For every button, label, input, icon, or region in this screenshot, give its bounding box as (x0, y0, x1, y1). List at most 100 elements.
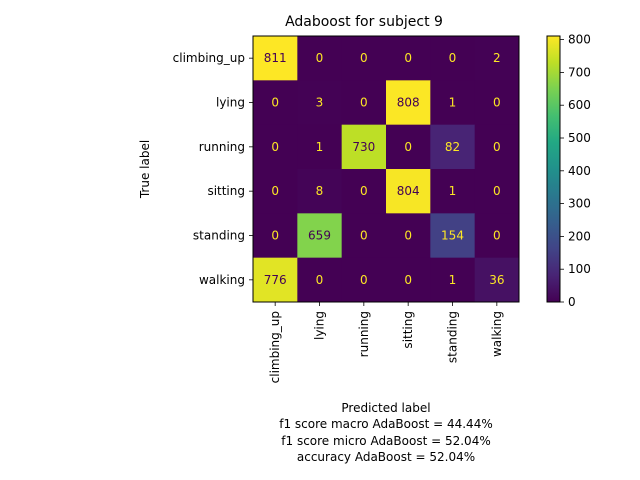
cell-value: 1 (449, 96, 457, 110)
heatmap-cell (386, 124, 431, 170)
y-tick-label: walking (199, 273, 245, 287)
heatmap-cell (474, 169, 520, 214)
y-tick-label: standing (193, 229, 245, 243)
cell-value: 1 (449, 184, 457, 198)
cell-value: 2 (493, 51, 501, 65)
cell-value: 0 (316, 273, 324, 287)
cell-value: 36 (489, 273, 504, 287)
heatmap-cell (430, 80, 476, 126)
heatmap-cell (474, 80, 520, 126)
heatmap-cell (430, 169, 476, 214)
x-tick-label: walking (490, 311, 504, 357)
f1-micro-note: f1 score micro AdaBoost = 52.04% (281, 434, 490, 448)
heatmap-cell (430, 257, 476, 303)
heatmap-cell (253, 36, 298, 81)
heatmap-cell (474, 213, 520, 259)
colorbar-tick-label: 500 (568, 131, 591, 145)
heatmap-cell (297, 169, 343, 214)
y-tick-label: climbing_up (173, 51, 245, 65)
cell-value: 0 (404, 273, 412, 287)
y-axis-label: True label (138, 140, 152, 199)
x-tick-label: running (357, 311, 371, 357)
cell-value: 0 (360, 229, 368, 243)
heatmap-cell (253, 80, 298, 126)
heatmap-cell (297, 36, 343, 81)
cell-value: 0 (360, 96, 368, 110)
heatmap-cell (297, 257, 343, 303)
cell-value: 8 (316, 184, 324, 198)
cell-value: 0 (360, 273, 368, 287)
y-tick-label: lying (216, 96, 245, 110)
cell-value: 0 (404, 51, 412, 65)
plot-frame (252, 35, 520, 303)
cell-value: 82 (445, 140, 460, 154)
cell-value: 0 (316, 51, 324, 65)
heatmap-cell (253, 124, 298, 170)
cell-value: 808 (397, 96, 420, 110)
f1-macro-note: f1 score macro AdaBoost = 44.44% (279, 417, 492, 431)
heatmap-cell (297, 124, 343, 170)
x-tick-label: climbing_up (268, 311, 282, 383)
x-tick-label: sitting (401, 311, 415, 349)
colorbar-tick-label: 400 (568, 164, 591, 178)
chart-title: Adaboost for subject 9 (285, 14, 443, 30)
cell-value: 0 (493, 96, 501, 110)
heatmap-cell (341, 124, 387, 170)
colorbar-tick-label: 0 (568, 295, 576, 309)
cell-value-labels: 811 0 0 0 0 2 0 3 0 808 1 0 0 1 730 0 82 0 0 8 0 804 1 0 0 659 0 0 1… (264, 51, 505, 287)
cell-value: 0 (360, 184, 368, 198)
heatmap-cell (253, 169, 298, 214)
heatmap-cell (474, 257, 520, 303)
heatmap-cell (253, 257, 298, 303)
x-tick-labels: climbing_up lying running sitting standing wa… (268, 302, 504, 383)
heatmap-cell (253, 213, 298, 259)
cell-value: 0 (271, 140, 279, 154)
heatmap-cell (341, 80, 387, 126)
cell-value: 0 (360, 51, 368, 65)
cell-value: 0 (271, 229, 279, 243)
cell-value: 659 (308, 229, 331, 243)
cell-value: 0 (493, 184, 501, 198)
heatmap-cell (386, 213, 431, 259)
cell-value: 0 (493, 229, 501, 243)
colorbar-tick-label: 600 (568, 98, 591, 112)
cell-value: 811 (264, 51, 287, 65)
heatmap-cell (341, 213, 387, 259)
cell-value: 3 (316, 96, 324, 110)
cell-value: 776 (264, 273, 287, 287)
heatmap-cell (430, 124, 476, 170)
cell-value: 0 (493, 140, 501, 154)
heatmap-cell (474, 36, 520, 81)
heatmap-cell (474, 124, 520, 170)
heatmap-cell (297, 213, 343, 259)
colorbar-tick-label: 700 (568, 65, 591, 79)
heatmap-cell (430, 213, 476, 259)
heatmap-cell (386, 169, 431, 214)
heatmap-cells (253, 36, 520, 303)
heatmap-cell (341, 257, 387, 303)
cell-value: 0 (271, 96, 279, 110)
heatmap-cell (341, 36, 387, 81)
y-tick-label: running (199, 140, 245, 154)
colorbar-tick-label: 200 (568, 229, 591, 243)
x-axis-label: Predicted label (341, 401, 430, 415)
accuracy-note: accuracy AdaBoost = 52.04% (297, 450, 475, 464)
cell-value: 0 (404, 140, 412, 154)
heatmap-cell (341, 169, 387, 214)
cell-value: 0 (449, 51, 457, 65)
colorbar (546, 35, 561, 303)
heatmap-cell (386, 36, 431, 81)
colorbar-tick-label: 300 (568, 197, 591, 211)
heatmap-cell (386, 80, 431, 126)
cell-value: 730 (352, 140, 375, 154)
cell-value: 0 (271, 184, 279, 198)
colorbar-tick-label: 100 (568, 262, 591, 276)
cell-value: 0 (404, 229, 412, 243)
colorbar-ticks: 0 100 200 300 400 500 600 700 800 (560, 33, 591, 309)
cell-value: 804 (397, 184, 420, 198)
heatmap-cell (430, 36, 476, 81)
cell-value: 1 (449, 273, 457, 287)
cell-value: 1 (316, 140, 324, 154)
